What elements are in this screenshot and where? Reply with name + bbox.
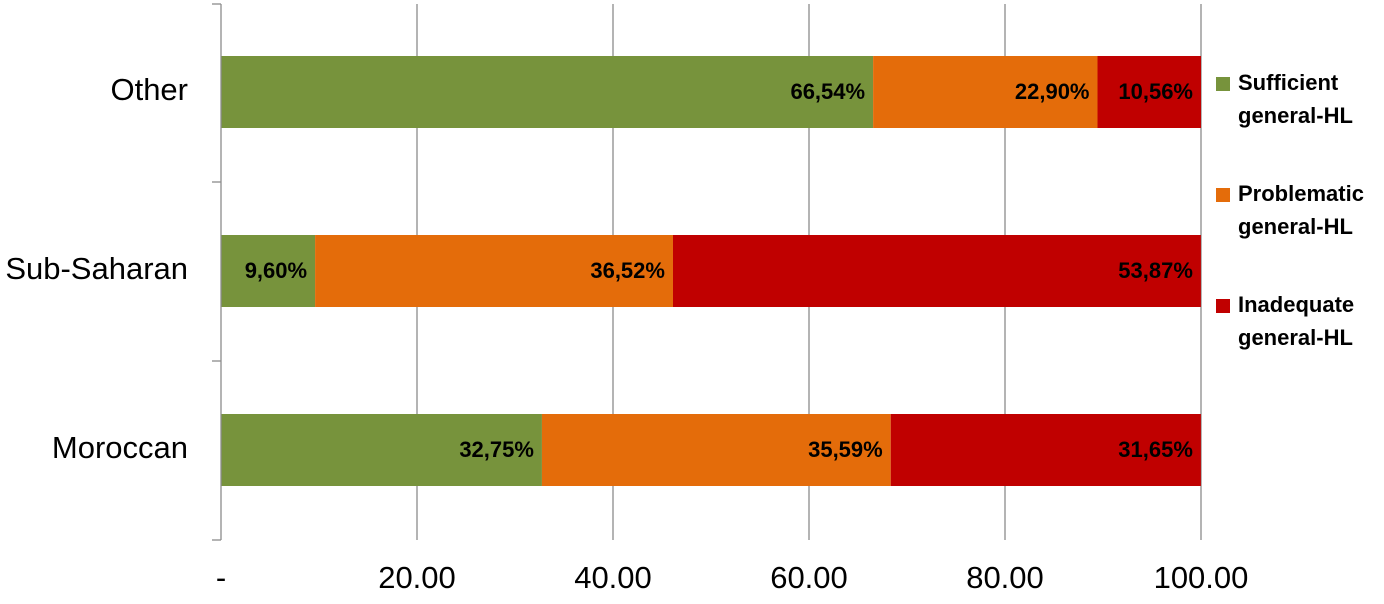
legend: Sufficient general-HL Problematic general-H…: [1216, 70, 1364, 350]
x-tick-label: 60.00: [770, 560, 848, 595]
data-label: 35,59%: [808, 437, 883, 462]
x-tick-label: 100.00: [1154, 560, 1249, 595]
legend-swatch: [1216, 188, 1230, 202]
bar-segment: [873, 56, 1098, 128]
bar-segment: [221, 414, 542, 486]
bar-segment: [890, 414, 1201, 486]
bar-segment: [1097, 56, 1201, 128]
data-label: 22,90%: [1015, 79, 1090, 104]
data-label: 9,60%: [245, 258, 307, 283]
data-label: 36,52%: [590, 258, 665, 283]
legend-label: Inadequate: [1238, 292, 1354, 317]
bar-segment: [541, 414, 891, 486]
x-tick-label: 80.00: [966, 560, 1044, 595]
legend-label: general-HL: [1238, 103, 1353, 128]
legend-swatch: [1216, 77, 1230, 91]
x-tick-label: 20.00: [378, 560, 456, 595]
legend-label: general-HL: [1238, 214, 1353, 239]
x-tick-label: 40.00: [574, 560, 652, 595]
data-label: 31,65%: [1118, 437, 1193, 462]
category-label: Sub-Saharan: [5, 251, 188, 286]
data-label: 66,54%: [790, 79, 865, 104]
legend-label: general-HL: [1238, 325, 1353, 350]
legend-label: Sufficient: [1238, 70, 1339, 95]
bar-segment: [315, 235, 673, 307]
bars: 66,54% 22,90% 10,56% 9,60% 36,52% 53,87% 32,75…: [221, 56, 1201, 486]
category-label: Other: [110, 72, 188, 107]
axes: - 20.00 40.00 60.00 80.00 100.00 Other Sub-Saha…: [5, 3, 1249, 595]
data-label: 32,75%: [459, 437, 534, 462]
data-label: 10,56%: [1118, 79, 1193, 104]
legend-label: Problematic: [1238, 181, 1364, 206]
legend-swatch: [1216, 299, 1230, 313]
x-tick-label: -: [216, 560, 226, 595]
bar-segment: [221, 235, 316, 307]
category-label: Moroccan: [52, 430, 188, 465]
bar-segment: [221, 56, 874, 128]
data-label: 53,87%: [1118, 258, 1193, 283]
bar-segment: [672, 235, 1201, 307]
